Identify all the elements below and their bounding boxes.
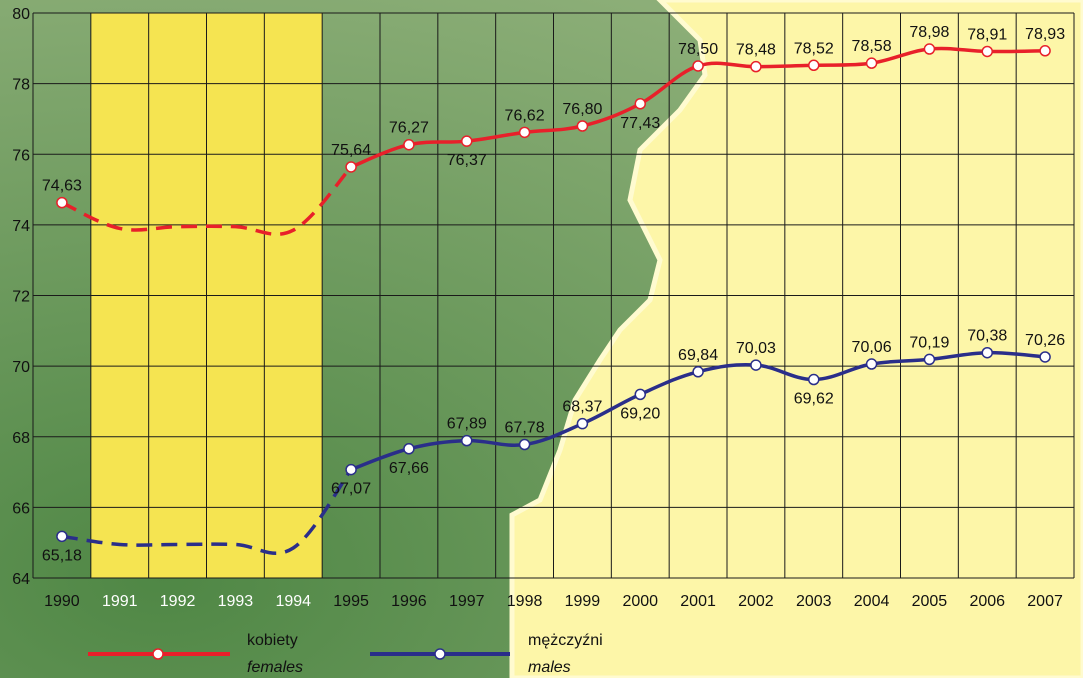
data-label-males: 70,38 xyxy=(967,328,1007,345)
data-label-males: 70,26 xyxy=(1025,332,1065,349)
data-label-males: 69,62 xyxy=(794,391,834,408)
data-point-males xyxy=(345,463,357,476)
y-tick-label: 64 xyxy=(12,571,30,588)
data-point-females xyxy=(1039,45,1051,57)
data-point-males xyxy=(634,388,646,401)
data-label-females: 74,63 xyxy=(42,178,82,195)
data-point-males xyxy=(403,443,415,455)
x-tick-label: 1996 xyxy=(391,593,427,610)
data-point-females xyxy=(750,60,762,73)
data-label-females: 78,91 xyxy=(967,26,1007,43)
data-point-females xyxy=(692,60,704,72)
silhouette-shape xyxy=(509,0,1083,678)
legend-marker-females xyxy=(152,648,164,660)
x-tick-label: 1991 xyxy=(102,593,138,610)
y-tick-label: 68 xyxy=(12,430,30,447)
data-label-males: 69,84 xyxy=(678,347,718,364)
data-point-males xyxy=(692,366,704,378)
y-tick-label: 78 xyxy=(12,77,30,94)
data-point-males xyxy=(461,434,473,447)
data-point-females xyxy=(576,120,589,132)
data-label-males: 70,03 xyxy=(736,340,776,357)
data-point-females xyxy=(403,138,415,151)
data-point-males xyxy=(56,530,68,543)
x-tick-label: 2001 xyxy=(680,593,716,610)
legend-label-males: mężczyźni xyxy=(528,632,603,649)
y-tick-label: 66 xyxy=(12,500,30,517)
x-tick-label: 1990 xyxy=(44,593,80,610)
data-point-males xyxy=(981,346,993,359)
axes: 64 66 68 70 72 74 76 78 80 1990 1991 1992 1993 1994 19… xyxy=(12,6,1063,610)
data-point-females xyxy=(56,196,68,209)
legend-marker-males xyxy=(434,648,446,660)
data-label-males: 67,89 xyxy=(447,416,487,433)
data-label-females: 76,37 xyxy=(447,152,487,169)
data-point-females xyxy=(981,45,993,58)
y-tick-label: 76 xyxy=(12,147,30,164)
x-tick-label: 2006 xyxy=(969,593,1005,610)
data-point-females xyxy=(345,161,357,173)
x-tick-label: 2004 xyxy=(854,593,890,610)
data-point-males xyxy=(1039,351,1051,363)
data-label-males: 65,18 xyxy=(42,547,82,564)
data-label-females: 78,50 xyxy=(678,41,718,58)
data-point-females xyxy=(923,43,936,55)
data-label-females: 78,58 xyxy=(852,38,892,55)
x-tick-label: 1998 xyxy=(507,593,543,610)
data-point-females xyxy=(518,126,531,139)
data-label-males: 67,78 xyxy=(505,420,545,437)
x-tick-label: 2000 xyxy=(622,593,658,610)
data-point-males xyxy=(576,417,589,430)
x-tick-label: 2002 xyxy=(738,593,774,610)
data-point-males xyxy=(750,359,762,371)
x-tick-label: 2005 xyxy=(912,593,948,610)
y-tick-label: 72 xyxy=(12,289,30,306)
data-label-males: 67,07 xyxy=(331,481,371,498)
data-label-females: 77,43 xyxy=(620,115,660,132)
data-label-females: 76,27 xyxy=(389,120,429,137)
data-label-males: 68,37 xyxy=(562,399,602,416)
data-labels: 74,63 75,64 76,27 76,37 76,62 76,80 77,43 78,50… xyxy=(42,24,1065,564)
x-tick-label: 1999 xyxy=(565,593,601,610)
series-line-dashed-males xyxy=(61,468,353,555)
y-tick-label: 70 xyxy=(12,359,30,376)
data-point-females xyxy=(808,59,820,72)
data-point-males xyxy=(923,353,936,366)
data-label-females: 78,52 xyxy=(794,40,834,57)
data-label-females: 76,62 xyxy=(505,107,545,124)
y-tick-label: 74 xyxy=(12,218,30,235)
data-label-females: 78,93 xyxy=(1025,26,1065,43)
legend-label-females: kobiety xyxy=(247,632,298,649)
data-label-females: 78,98 xyxy=(909,24,949,41)
y-tick-label: 80 xyxy=(12,6,30,23)
data-label-males: 67,66 xyxy=(389,460,429,477)
data-label-males: 70,19 xyxy=(909,334,949,351)
data-point-females xyxy=(461,135,473,147)
x-tick-label: 1995 xyxy=(333,593,369,610)
data-point-females xyxy=(634,98,646,110)
data-point-males xyxy=(518,438,531,451)
data-label-females: 78,48 xyxy=(736,42,776,59)
x-tick-label: 2003 xyxy=(796,593,832,610)
data-label-females: 75,64 xyxy=(331,142,371,159)
series-line-dashed-females xyxy=(61,165,353,236)
x-tick-label: 1993 xyxy=(218,593,254,610)
legend-sublabel-males: males xyxy=(528,659,571,676)
x-tick-label: 2007 xyxy=(1027,593,1063,610)
data-label-males: 69,20 xyxy=(620,405,660,422)
grid xyxy=(32,12,1075,579)
x-tick-label: 1997 xyxy=(449,593,485,610)
x-tick-label: 1992 xyxy=(160,593,196,610)
series-layer xyxy=(56,43,1051,555)
x-tick-label: 1994 xyxy=(275,593,311,610)
legend: kobiety females mężczyźni males xyxy=(88,632,603,676)
legend-sublabel-females: females xyxy=(247,659,303,676)
data-label-females: 76,80 xyxy=(562,101,602,118)
data-point-females xyxy=(865,57,878,69)
data-point-males xyxy=(808,373,820,386)
data-label-males: 70,06 xyxy=(852,339,892,356)
data-point-males xyxy=(865,358,878,370)
